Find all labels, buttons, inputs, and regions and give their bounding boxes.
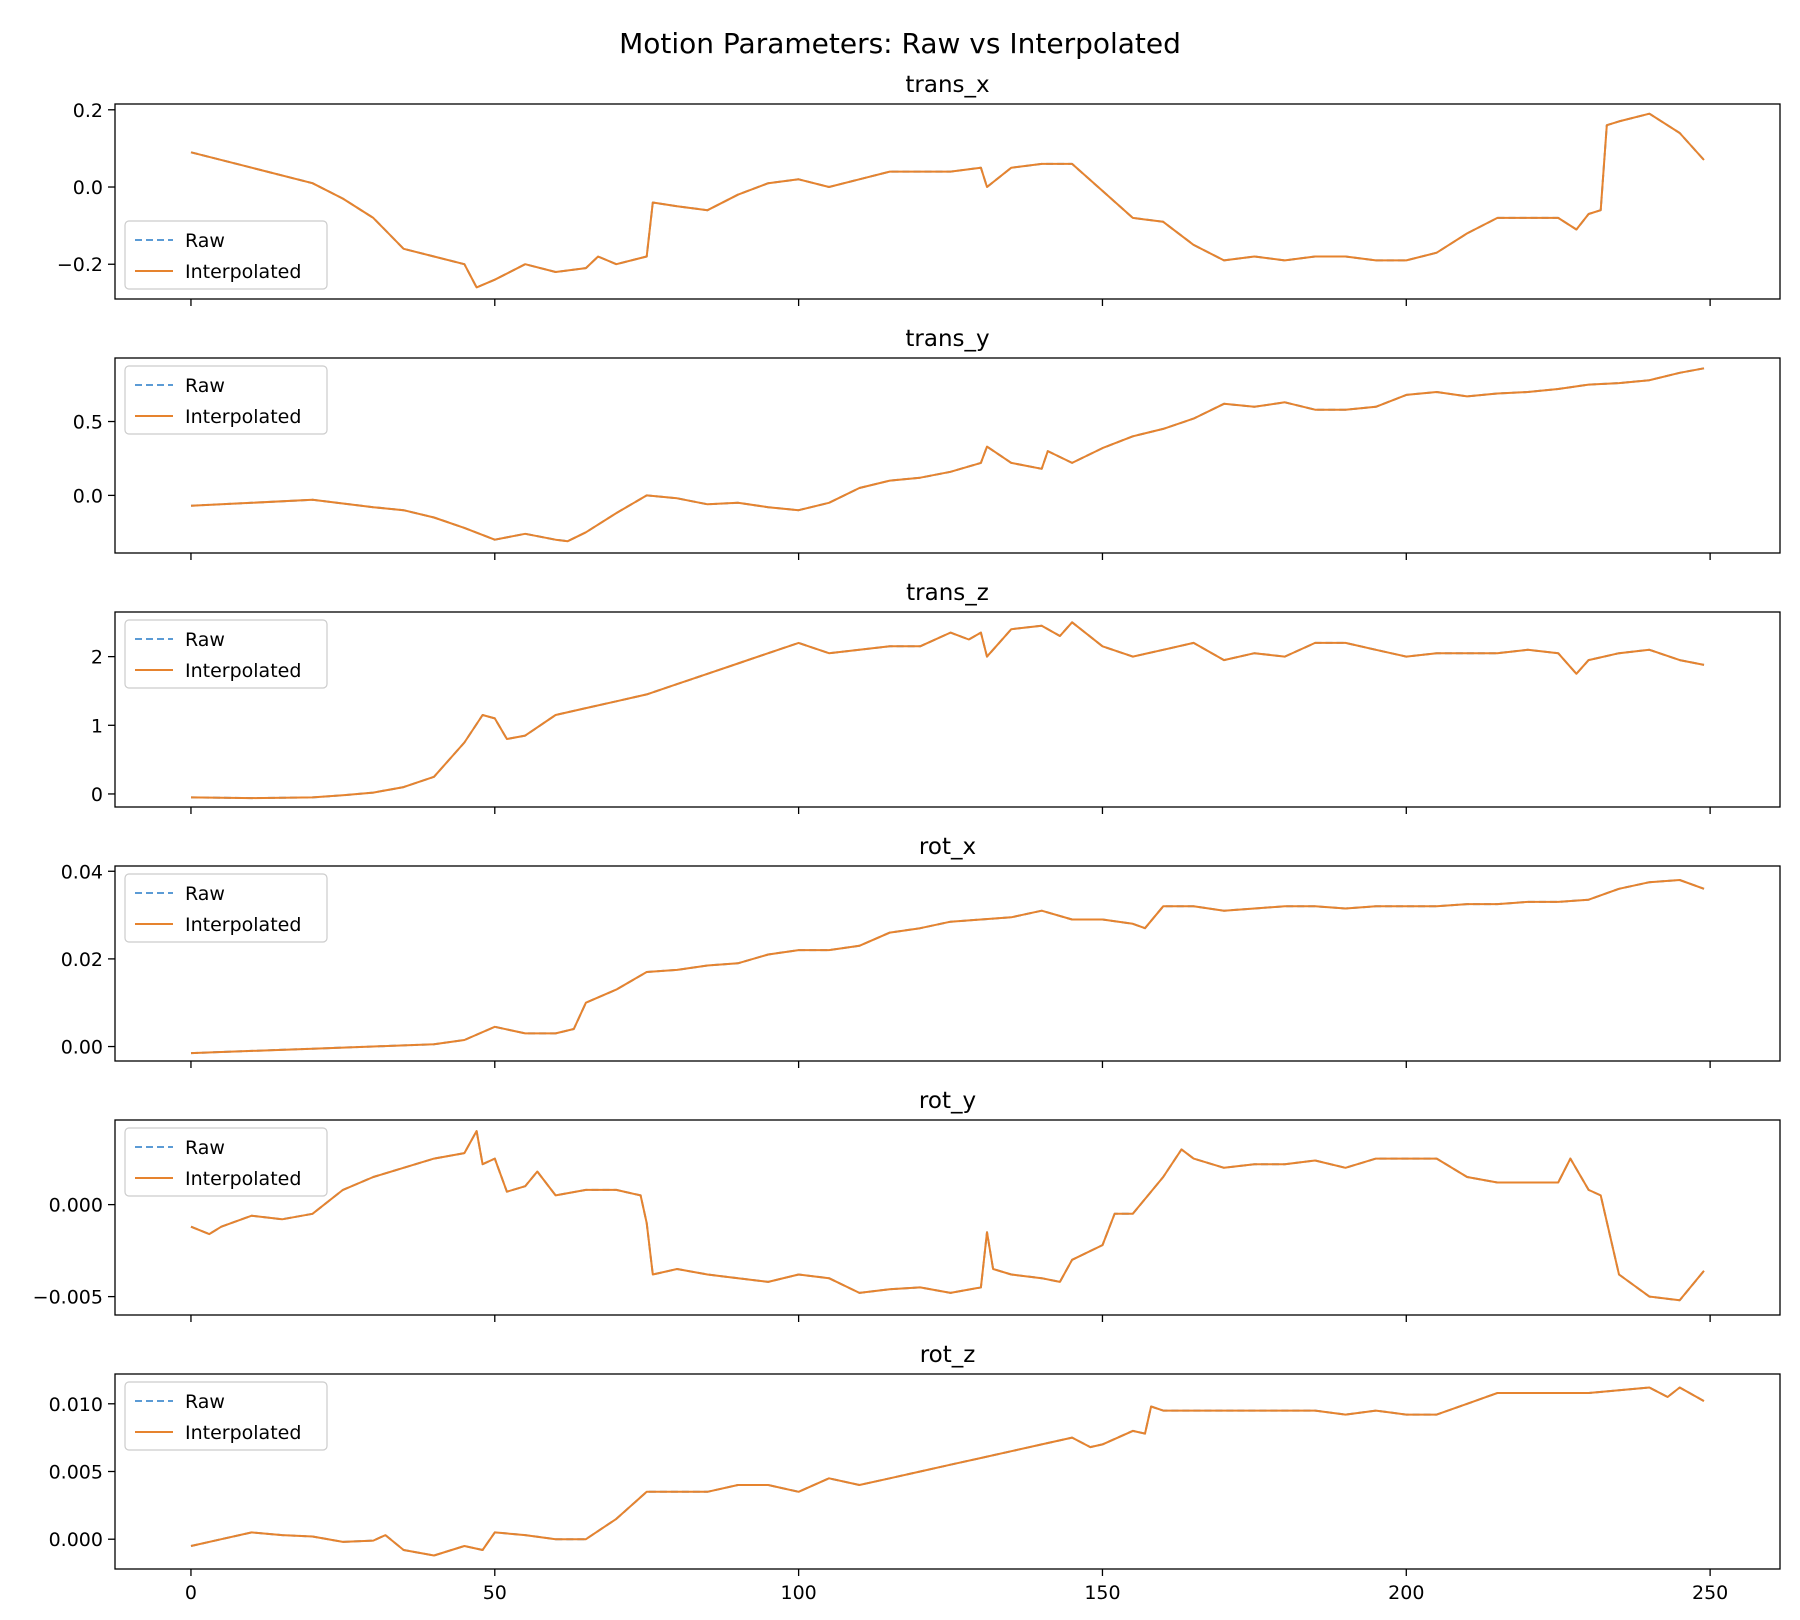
legend: Raw Interpolated [124,1381,328,1451]
y-tick-label: 0.04 [61,861,103,883]
panel-title: trans_y [905,326,989,352]
legend: Raw Interpolated [124,619,328,689]
legend-box [124,1127,328,1197]
y-tick-label: 0.010 [49,1394,103,1416]
legend-box [124,873,328,943]
x-tick-label: 100 [780,1582,816,1604]
legend-raw-label: Raw [185,375,225,397]
subplot-rot-z: rot_z 0.000 0.005 0.010 0 50 100 150 200 250 Raw In… [49,1342,1781,1604]
panel-title: trans_z [906,580,989,606]
y-tick-label: 0 [91,784,103,806]
y-tick-label: 0.005 [49,1462,103,1484]
y-tick-label: 0.00 [61,1037,103,1059]
series-interpolated-line [190,1130,1705,1302]
legend-raw-label: Raw [185,629,225,651]
legend: Raw Interpolated [124,220,328,290]
y-tick-label: 0.02 [61,949,103,971]
legend-interpolated-label: Interpolated [185,1422,301,1444]
y-tick-label: −0.005 [33,1287,103,1309]
y-tick-label: 0.000 [49,1529,103,1551]
y-tick-label: 0.2 [73,100,103,122]
x-tick-label: 150 [1084,1582,1120,1604]
y-tick-label: 0.0 [73,485,103,507]
legend-interpolated-label: Interpolated [185,406,301,428]
series-interpolated-line [190,367,1705,543]
panel-title: rot_z [920,1342,976,1368]
y-tick-label: 0.5 [73,412,103,434]
axes-frame [114,1119,1781,1316]
y-tick-label: 0.000 [49,1195,103,1217]
subplot-rot-y: rot_y −0.005 0.000 Raw Interpolated [33,1088,1781,1322]
series-interpolated-line [190,621,1705,800]
figure-title: Motion Parameters: Raw vs Interpolated [619,27,1181,60]
series-interpolated-line [190,112,1705,289]
series-interpolated-line [190,1386,1705,1557]
y-tick-label: 2 [91,647,103,669]
legend-box [124,220,328,290]
legend-interpolated-label: Interpolated [185,914,301,936]
y-tick-label: 1 [91,715,103,737]
legend-box [124,365,328,435]
y-tick-label: 0.0 [73,177,103,199]
subplot-trans-y: trans_y 0.0 0.5 Raw Interpolated [73,326,1781,560]
legend-box [124,619,328,689]
x-tick-label: 0 [185,1582,197,1604]
x-tick-label: 50 [483,1582,507,1604]
legend: Raw Interpolated [124,1127,328,1197]
subplot-grid: trans_x −0.2 0.0 0.2 Raw Interpolated trans_y 0… [33,72,1781,1604]
axes-frame [114,1373,1781,1570]
subplot-rot-x: rot_x 0.00 0.02 0.04 Raw Interpolated [61,834,1781,1068]
axes-frame [114,357,1781,554]
series-interpolated-line [190,879,1705,1055]
subplot-trans-z: trans_z 0 1 2 Raw Interpolated [91,580,1781,814]
panel-title: rot_x [919,834,976,860]
legend-interpolated-label: Interpolated [185,1168,301,1190]
axes-frame [114,611,1781,808]
legend: Raw Interpolated [124,873,328,943]
panel-title: rot_y [919,1088,976,1114]
legend-raw-label: Raw [185,1137,225,1159]
y-tick-label: −0.2 [57,254,103,276]
legend-interpolated-label: Interpolated [185,660,301,682]
legend: Raw Interpolated [124,365,328,435]
legend-raw-label: Raw [185,1391,225,1413]
axes-frame [114,103,1781,300]
x-tick-label: 200 [1388,1582,1424,1604]
subplot-trans-x: trans_x −0.2 0.0 0.2 Raw Interpolated [57,72,1781,306]
legend-box [124,1381,328,1451]
axes-frame [114,865,1781,1062]
x-tick-label: 250 [1692,1582,1728,1604]
legend-raw-label: Raw [185,230,225,252]
legend-raw-label: Raw [185,883,225,905]
panel-title: trans_x [905,72,989,98]
legend-interpolated-label: Interpolated [185,261,301,283]
